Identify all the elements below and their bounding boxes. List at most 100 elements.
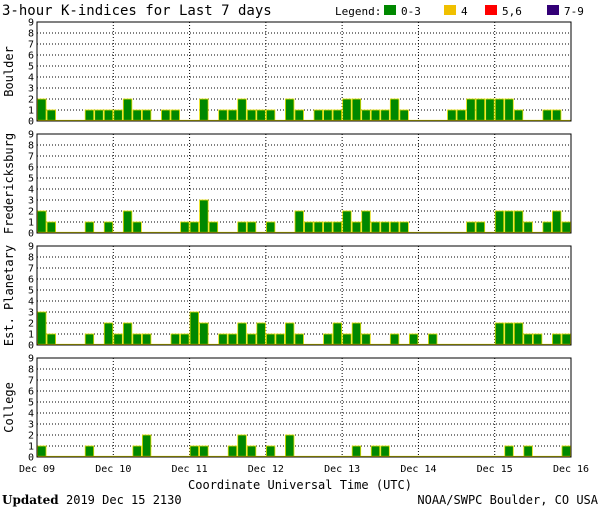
bar xyxy=(122,210,133,234)
y-tick-label: 7 xyxy=(28,376,34,387)
bar xyxy=(313,221,323,234)
bar xyxy=(456,109,467,122)
bar xyxy=(37,98,47,122)
legend-label-5-6: 5,6 xyxy=(502,5,522,18)
bar xyxy=(227,445,238,458)
bar xyxy=(523,333,533,346)
bar xyxy=(208,221,219,234)
source-credit: NOAA/SWPC Boulder, CO USA xyxy=(417,493,598,507)
updated-timestamp: 2019 Dec 15 2130 xyxy=(66,493,182,507)
bar xyxy=(504,445,514,458)
x-tick-label: Dec 09 xyxy=(19,464,55,475)
y-tick-label: 6 xyxy=(28,51,34,62)
bar xyxy=(84,221,95,234)
bar xyxy=(408,333,419,346)
bar xyxy=(504,210,514,234)
bar xyxy=(237,98,247,122)
bar xyxy=(370,221,381,234)
bar xyxy=(103,109,114,122)
bar xyxy=(361,210,371,234)
chart-title: 3-hour K-indices for Last 7 days xyxy=(2,3,272,19)
bar xyxy=(199,98,209,122)
bar xyxy=(399,109,409,122)
y-tick-label: 5 xyxy=(28,286,34,297)
bar xyxy=(552,109,562,122)
y-tick-label: 6 xyxy=(28,387,34,398)
bar xyxy=(237,221,247,234)
x-tick-label: Dec 10 xyxy=(95,464,131,475)
bar xyxy=(113,109,123,122)
bar xyxy=(218,333,228,346)
x-tick-label: Dec 12 xyxy=(248,464,284,475)
y-tick-label: 2 xyxy=(28,207,34,218)
x-tick-label: Dec 14 xyxy=(400,464,436,475)
panel-frame xyxy=(36,357,572,458)
bar xyxy=(485,98,495,122)
bar xyxy=(161,109,171,122)
y-tick-label: 5 xyxy=(28,62,34,73)
bar xyxy=(323,333,333,346)
bar xyxy=(103,322,114,346)
panel-frame xyxy=(36,133,572,234)
bar xyxy=(342,98,352,122)
bar xyxy=(447,109,457,122)
bar xyxy=(380,109,390,122)
bar xyxy=(428,333,438,346)
bar xyxy=(361,109,371,122)
bar xyxy=(103,221,114,234)
bar xyxy=(132,221,142,234)
bar xyxy=(256,109,266,122)
bar xyxy=(122,98,133,122)
bar xyxy=(504,322,514,346)
bar xyxy=(370,445,381,458)
bar xyxy=(199,199,209,234)
legend: Legend: 0-3 4 5,6 7-9 xyxy=(335,5,584,18)
bar xyxy=(475,98,486,122)
bar xyxy=(189,445,200,458)
bar xyxy=(46,333,56,346)
bar xyxy=(466,98,476,122)
bar xyxy=(199,445,209,458)
bar xyxy=(466,221,476,234)
bar xyxy=(37,445,47,458)
y-tick-label: 1 xyxy=(28,218,34,229)
bar xyxy=(323,109,333,122)
bar xyxy=(170,333,180,346)
bar xyxy=(304,221,314,234)
y-tick-label: 4 xyxy=(28,73,34,84)
y-tick-label: 1 xyxy=(28,330,34,341)
bar xyxy=(237,322,247,346)
y-tick-label: 8 xyxy=(28,141,34,152)
bar xyxy=(313,109,323,122)
legend-swatch-7-9 xyxy=(547,5,559,15)
y-tick-label: 8 xyxy=(28,29,34,40)
bar xyxy=(227,333,238,346)
bar xyxy=(494,210,505,234)
y-tick-label: 3 xyxy=(28,308,34,319)
bar xyxy=(180,333,190,346)
x-axis-ticks: Dec 09 Dec 10 Dec 11 Dec 12 Dec 13 Dec 14 Dec … xyxy=(19,464,589,475)
bar xyxy=(170,109,180,122)
y-tick-label: 8 xyxy=(28,365,34,376)
legend-label-4: 4 xyxy=(461,5,468,18)
panel-label: College xyxy=(2,382,16,433)
bar xyxy=(132,333,142,346)
panel-frame xyxy=(36,245,572,346)
bar xyxy=(285,434,295,458)
legend-label-7-9: 7-9 xyxy=(564,5,584,18)
y-tick-label: 4 xyxy=(28,185,34,196)
bar xyxy=(294,333,304,346)
bar xyxy=(189,221,200,234)
bar xyxy=(46,221,56,234)
y-tick-label: 0 xyxy=(28,229,34,240)
bar xyxy=(94,109,104,122)
bar xyxy=(389,333,400,346)
x-axis-label: Coordinate Universal Time (UTC) xyxy=(188,478,412,492)
y-tick-label: 9 xyxy=(28,242,34,253)
bar xyxy=(37,311,47,346)
bar xyxy=(542,109,552,122)
